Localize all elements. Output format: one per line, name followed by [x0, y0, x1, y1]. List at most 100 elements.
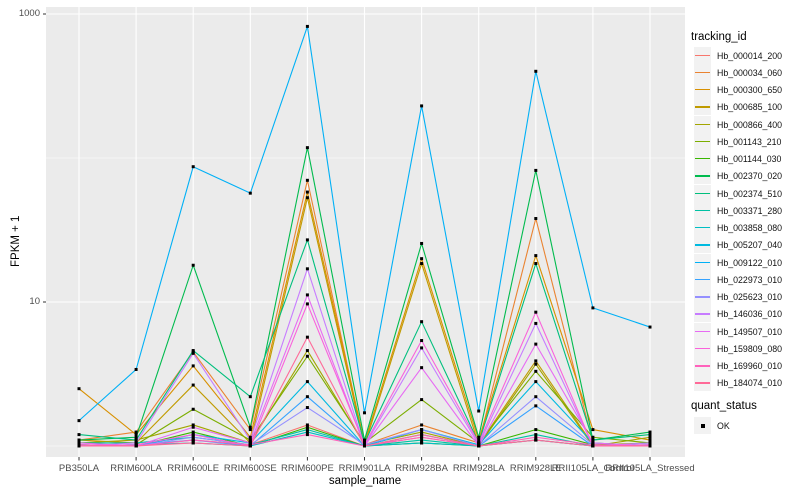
line-swatch-icon	[695, 313, 710, 315]
data-point	[534, 310, 538, 314]
data-point	[248, 395, 252, 399]
x-tick-label: PB350LA	[58, 463, 100, 474]
data-point	[534, 69, 538, 73]
data-point	[591, 441, 595, 445]
x-tick-label: RRII105LA_Control	[551, 463, 635, 474]
data-point	[134, 435, 138, 439]
line-swatch-icon	[695, 296, 710, 298]
data-point	[534, 168, 538, 172]
x-axis-title: sample_name	[328, 475, 402, 487]
data-point	[534, 362, 538, 366]
data-point	[420, 428, 424, 432]
data-point	[305, 380, 309, 384]
data-point	[248, 441, 252, 445]
data-point	[191, 435, 195, 439]
data-point	[534, 428, 538, 432]
data-point	[420, 438, 424, 442]
line-swatch-icon	[695, 365, 710, 367]
line-swatch-icon	[695, 89, 710, 91]
legend-key	[694, 417, 711, 434]
data-point	[305, 302, 309, 306]
data-point	[420, 320, 424, 324]
legend-item-label: Hb_159809_080	[717, 343, 783, 354]
data-point	[534, 342, 538, 346]
x-tick-label: RRIM928LE	[509, 463, 562, 474]
line-swatch-icon	[695, 278, 710, 281]
data-point	[248, 425, 252, 429]
legend-key	[694, 253, 711, 271]
legend-key	[694, 167, 711, 185]
x-tick-label: RRIM600PE	[280, 463, 334, 474]
legend-key	[694, 236, 711, 254]
line-swatch-icon	[695, 261, 710, 263]
data-point	[534, 380, 538, 384]
legend-item-label: Hb_009122_010	[717, 257, 783, 268]
line-swatch-icon	[695, 140, 710, 143]
data-point	[420, 398, 424, 402]
data-point	[420, 441, 424, 445]
data-point	[648, 325, 652, 329]
data-point	[77, 438, 81, 442]
data-point	[305, 395, 309, 399]
x-tick-label: RRIM928LA	[452, 463, 505, 474]
data-point	[305, 24, 309, 28]
legend-item-label: Hb_149507_010	[717, 326, 783, 337]
data-point	[534, 359, 538, 363]
data-point	[534, 433, 538, 437]
data-point	[420, 366, 424, 370]
data-point	[134, 430, 138, 434]
data-point	[248, 438, 252, 442]
legend-key	[694, 219, 711, 237]
legend-item-label: Hb_001143_210	[717, 136, 782, 147]
legend-key	[694, 322, 711, 340]
data-point	[305, 146, 309, 150]
data-point	[305, 335, 309, 339]
legend-item-label: Hb_000685_100	[717, 102, 783, 113]
legend-key	[694, 270, 711, 288]
data-point	[191, 425, 195, 429]
data-point	[191, 349, 195, 353]
data-point	[134, 444, 138, 448]
data-point	[477, 444, 481, 448]
data-point	[591, 444, 595, 448]
data-point	[305, 423, 309, 427]
x-tick-label: RRIM901LA	[338, 463, 391, 474]
x-tick-label: RRIM600LE	[167, 463, 220, 474]
data-point	[591, 306, 595, 310]
legend-key	[694, 357, 711, 375]
line-swatch-icon	[695, 54, 710, 56]
data-point	[648, 444, 652, 448]
x-tick-label: RRIM928BA	[395, 463, 448, 474]
legend-item-label: Hb_022973_010	[717, 274, 783, 285]
line-swatch-icon	[695, 244, 710, 246]
data-point	[134, 438, 138, 442]
data-point	[363, 444, 366, 448]
legend-item-label: Hb_005207_040	[717, 240, 783, 251]
data-point	[420, 433, 424, 437]
legend-key	[694, 132, 711, 150]
data-point	[363, 411, 366, 415]
legend-item-label: Hb_002374_510	[717, 188, 783, 199]
data-point	[363, 438, 366, 442]
x-tick-label: RRIM600SE	[223, 463, 277, 474]
data-point	[420, 257, 424, 261]
data-point	[305, 238, 309, 242]
legend-key	[694, 184, 711, 202]
data-point	[420, 435, 424, 439]
data-point	[477, 438, 481, 442]
data-point	[534, 435, 538, 439]
data-point	[420, 104, 424, 108]
legend-item-label: Hb_003858_080	[717, 223, 783, 234]
data-point	[77, 419, 81, 423]
data-point	[248, 191, 252, 195]
data-point	[534, 321, 538, 325]
data-point	[191, 351, 195, 355]
line-swatch-icon	[695, 106, 710, 108]
line-swatch-icon	[695, 330, 710, 333]
legend-key	[694, 374, 711, 392]
line-swatch-icon	[695, 158, 710, 160]
data-point	[305, 433, 309, 437]
data-point	[534, 262, 538, 266]
y-tick-label: 1000	[18, 8, 40, 19]
data-point	[420, 423, 424, 427]
